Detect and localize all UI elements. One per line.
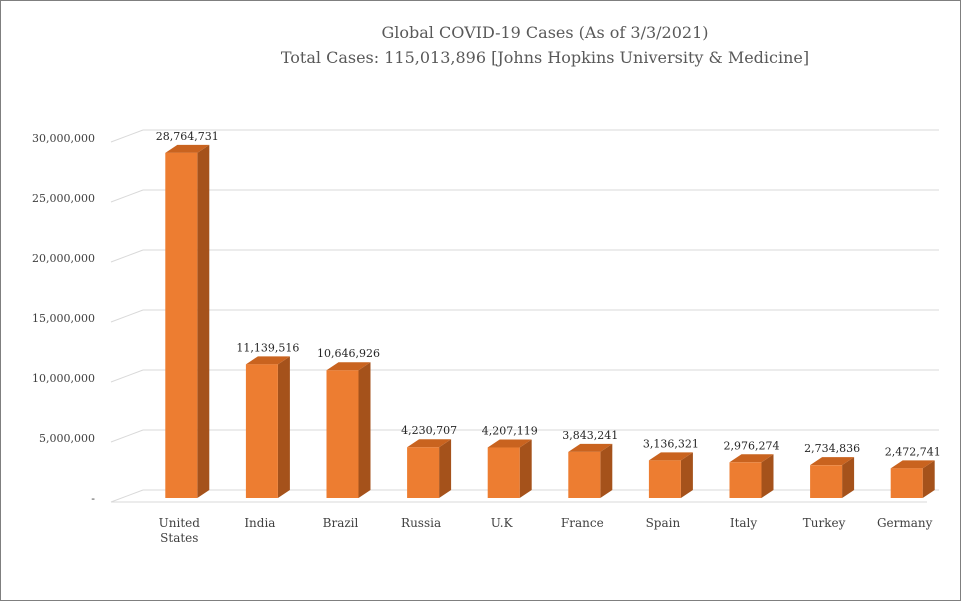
bar-front (729, 462, 762, 498)
gridline-depth (110, 129, 144, 143)
bar (165, 144, 210, 498)
bar-front (245, 364, 278, 498)
bar-top (487, 439, 532, 448)
category-label: Germany (877, 516, 933, 530)
bar-side (197, 144, 210, 498)
data-label: 4,230,707 (401, 424, 457, 437)
bar (568, 443, 613, 498)
bar-front (648, 460, 681, 498)
bar-top (890, 460, 935, 469)
y-tick-label: 20,000,000 (32, 252, 95, 265)
category-label: Spain (646, 516, 681, 530)
gridline-depth (110, 369, 144, 383)
bar-front (407, 447, 440, 498)
bars (165, 144, 935, 498)
y-tick-label: 5,000,000 (39, 432, 95, 445)
category-label: United States (159, 516, 201, 545)
data-labels: 28,764,731 11,139,516 10,646,926 4,230,707 4… (156, 130, 941, 459)
bar (729, 454, 774, 498)
category-label-line: States (160, 531, 198, 545)
bar-side (680, 452, 693, 498)
bar-side (842, 457, 855, 498)
gridline-depth (110, 309, 144, 323)
category-label: Brazil (323, 516, 359, 530)
y-axis-tick-labels: - 5,000,000 10,000,000 15,000,000 20,000,000… (32, 132, 95, 505)
category-label: U.K (491, 516, 514, 530)
bar-top (245, 356, 290, 365)
bar-side (439, 439, 452, 498)
bar (407, 439, 452, 498)
bar-top (407, 439, 452, 448)
data-label: 4,207,119 (482, 425, 538, 438)
x-axis-category-labels: United States India Brazil Russia U.K France Sp… (159, 516, 933, 545)
category-label-line: United (159, 516, 201, 530)
bar-front (487, 447, 520, 498)
data-label: 2,976,274 (724, 439, 780, 452)
bar-front (326, 370, 359, 498)
bar-side (922, 460, 935, 498)
y-tick-label: 30,000,000 (32, 132, 95, 145)
y-tick-label: 15,000,000 (32, 312, 95, 325)
chart-title: Global COVID-19 Cases (As of 3/3/2021) (381, 23, 708, 42)
bar (326, 362, 371, 498)
data-label: 3,843,241 (562, 429, 618, 442)
gridline-depth (110, 489, 144, 503)
y-tick-label: 25,000,000 (32, 192, 95, 205)
bar (810, 457, 855, 498)
data-label: 2,734,836 (804, 442, 860, 455)
category-label: India (244, 516, 275, 530)
bar-front (568, 451, 601, 498)
bar-side (358, 362, 371, 498)
data-label: 3,136,321 (643, 437, 699, 450)
gridline-depth (110, 429, 144, 443)
bar-side (277, 356, 290, 498)
y-tick-label: 10,000,000 (32, 372, 95, 385)
bar-side (600, 443, 613, 498)
bar-top (568, 443, 613, 452)
data-label: 28,764,731 (156, 130, 219, 143)
bar-top (648, 452, 693, 461)
bar-top (729, 454, 774, 463)
bar-top (326, 362, 371, 371)
y-tick-label: - (91, 492, 95, 505)
category-label: Russia (401, 516, 441, 530)
data-label: 11,139,516 (236, 341, 299, 354)
bar-top (165, 144, 210, 153)
bar-top (810, 457, 855, 466)
bar (487, 439, 532, 498)
category-label: Turkey (803, 516, 846, 530)
gridline-depth (110, 249, 144, 263)
bar-side (761, 454, 774, 498)
bar-front (165, 152, 198, 498)
bar-front (810, 465, 843, 498)
bar-side (519, 439, 532, 498)
chart-subtitle: Total Cases: 115,013,896 [Johns Hopkins … (281, 48, 809, 67)
data-label: 2,472,741 (885, 445, 941, 458)
bar (648, 452, 693, 498)
bar-front (890, 468, 923, 498)
data-label: 10,646,926 (317, 347, 380, 360)
bar (245, 356, 290, 498)
gridline-depth (110, 189, 144, 203)
bar (890, 460, 935, 498)
category-label: France (561, 516, 604, 530)
category-label: Italy (730, 516, 758, 530)
